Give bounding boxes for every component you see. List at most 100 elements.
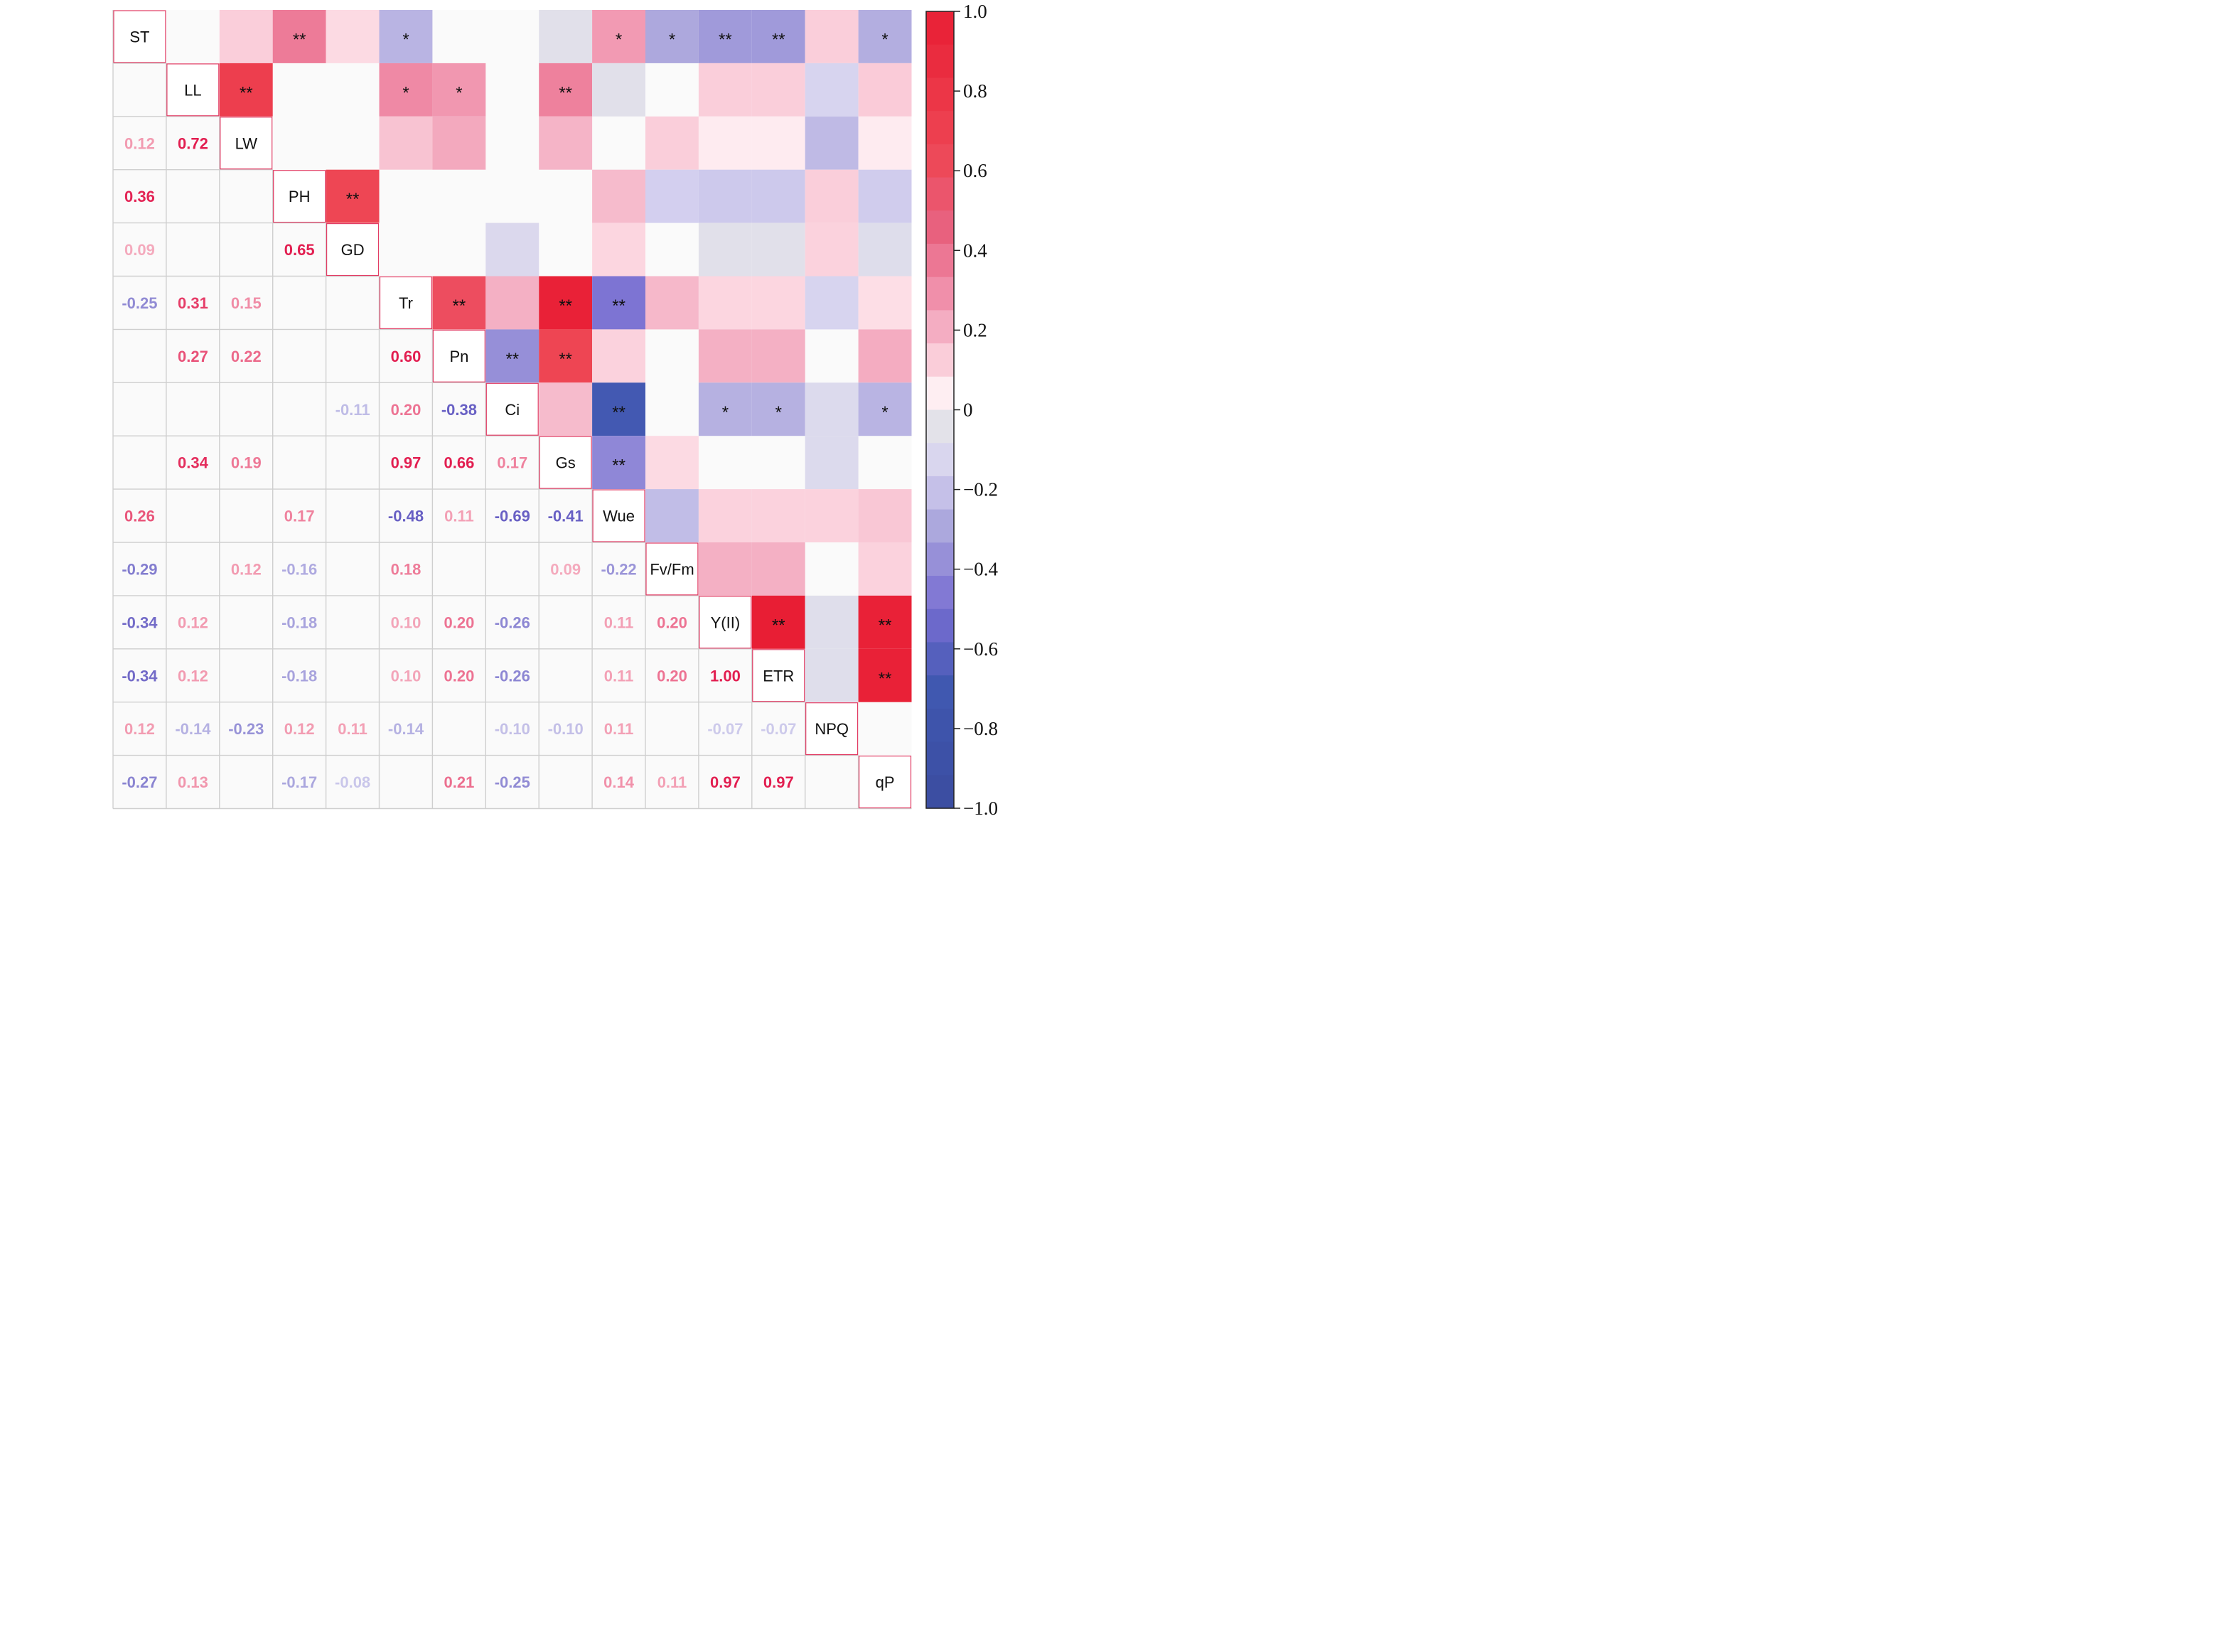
value-label-pn-lw: 0.22: [231, 348, 262, 365]
diagonal-cell-y-ii: [699, 596, 752, 649]
tile-ci-wue: [592, 382, 645, 436]
sig-marker-st-ph: **: [293, 31, 306, 50]
tile-etr-npq: [805, 648, 859, 702]
colorbar-segment-19: [926, 642, 954, 676]
colorbar-segment-17: [926, 576, 954, 610]
colorbar-segment-23: [926, 775, 954, 809]
colorbar-tick-label-7: −0.4: [963, 559, 998, 580]
tile-gd-wue: [592, 222, 645, 277]
value-label-pn-tr: 0.60: [391, 348, 422, 365]
grid-layer: [112, 10, 912, 810]
value-label-qp-ll: 0.13: [178, 773, 208, 791]
value-label-etr-ll: 0.12: [178, 667, 208, 685]
tile-lw-npq: [805, 116, 859, 170]
tile-ll-qp: [858, 63, 912, 117]
tile-ll-npq: [805, 63, 859, 117]
value-label-ci-pn: -0.38: [441, 401, 477, 419]
sig-marker-st-fv-fm: *: [669, 31, 675, 50]
colorbar-segment-2: [926, 77, 954, 112]
value-label-tr-st: -0.25: [122, 294, 157, 312]
tile-tr-gs: [539, 276, 593, 330]
value-label-qp-ci: -0.25: [495, 773, 530, 791]
colorbar-segment-22: [926, 741, 954, 776]
value-label-ci-tr: 0.20: [391, 401, 422, 419]
tile-ll-y-ii: [698, 63, 752, 117]
colorbar-tick-label-5: 0: [963, 399, 973, 421]
tile-tr-fv-fm: [645, 276, 699, 330]
value-label-etr-st: -0.34: [122, 667, 158, 685]
tile-ll-tr: [379, 63, 433, 117]
sig-marker-y-ii-etr: **: [772, 616, 785, 635]
sig-marker-ci-qp: *: [881, 403, 888, 422]
sig-marker-ll-pn: *: [456, 83, 462, 102]
diagonal-cell-wue: [592, 489, 645, 542]
sig-marker-ll-gs: **: [559, 83, 572, 102]
sig-marker-tr-gs: **: [559, 296, 572, 316]
tile-y-ii-etr: [751, 595, 805, 649]
value-label-qp-gd: -0.08: [335, 773, 370, 791]
tile-wue-y-ii: [698, 489, 752, 542]
value-label-npq-st: 0.12: [124, 720, 155, 738]
sig-marker-st-wue: *: [616, 31, 622, 50]
value-label-etr-ph: -0.18: [281, 667, 317, 685]
tile-tr-npq: [805, 276, 859, 330]
tile-tr-wue: [592, 276, 645, 330]
tile-lw-tr: [379, 116, 433, 170]
value-label-npq-ph: 0.12: [284, 720, 315, 738]
tile-st-gs: [539, 10, 593, 63]
variable-label-tr: Tr: [399, 294, 413, 312]
colorbar: 1.0 0.8 0.6 0.4 0.2 0 −0.2 −0.4 −0.6 −0.8 −1.0: [925, 1, 998, 819]
value-label-etr-pn: 0.20: [444, 667, 474, 685]
value-label-ph-st: 0.36: [124, 188, 155, 205]
colorbar-segment-15: [926, 509, 954, 543]
sig-marker-ll-lw: **: [240, 83, 253, 102]
tile-wue-etr: [751, 489, 805, 542]
variable-label-npq: NPQ: [815, 720, 849, 738]
tile-st-etr: [751, 10, 805, 63]
value-label-y-ii-ci: -0.26: [495, 613, 530, 631]
value-label-qp-st: -0.27: [122, 773, 157, 791]
value-label-npq-etr: -0.07: [761, 720, 796, 738]
tile-etr-qp: [858, 648, 912, 702]
value-label-etr-ci: -0.26: [495, 667, 530, 685]
tile-ll-gs: [539, 63, 593, 117]
value-label-fv-fm-st: -0.29: [122, 561, 157, 579]
tile-tr-etr: [751, 276, 805, 330]
variable-label-y-ii: Y(II): [711, 613, 741, 631]
tile-st-qp: [858, 10, 912, 63]
tile-gs-npq: [805, 436, 859, 490]
value-label-gd-st: 0.09: [124, 241, 155, 259]
value-label-etr-wue: 0.11: [604, 667, 634, 685]
variable-label-fv-fm: Fv/Fm: [650, 561, 694, 579]
value-label-qp-etr: 0.97: [763, 773, 794, 791]
tile-pn-y-ii: [698, 329, 752, 383]
value-label-wue-tr: -0.48: [388, 508, 424, 525]
tile-gd-qp: [858, 222, 912, 277]
tile-st-npq: [805, 10, 859, 63]
colorbar-tick-label-1: 0.8: [963, 80, 987, 102]
tile-wue-qp: [858, 489, 912, 542]
value-label-pn-ll: 0.27: [178, 348, 208, 365]
tile-ci-npq: [805, 382, 859, 436]
sig-marker-ci-etr: *: [775, 403, 782, 422]
colorbar-tick-label-2: 0.6: [963, 160, 987, 181]
tile-lw-etr: [751, 116, 805, 170]
colorbar-tick-label-8: −0.6: [963, 638, 998, 660]
tile-ph-wue: [592, 169, 645, 223]
colorbar-segment-6: [926, 210, 954, 245]
value-label-y-ii-wue: 0.11: [604, 613, 634, 631]
tile-ph-qp: [858, 169, 912, 223]
variable-label-gd: GD: [341, 241, 365, 259]
tile-pn-qp: [858, 329, 912, 383]
variable-label-qp: qP: [876, 773, 895, 791]
sig-marker-st-qp: *: [881, 31, 888, 50]
tile-ci-etr: [751, 382, 805, 436]
tile-lw-gs: [539, 116, 593, 170]
tile-tr-qp: [858, 276, 912, 330]
value-label-etr-tr: 0.10: [391, 667, 422, 685]
tile-ci-qp: [858, 382, 912, 436]
tile-fv-fm-qp: [858, 542, 912, 596]
value-label-wue-st: 0.26: [124, 508, 155, 525]
value-label-etr-y-ii: 1.00: [710, 667, 741, 685]
sig-marker-ll-tr: *: [402, 83, 409, 102]
